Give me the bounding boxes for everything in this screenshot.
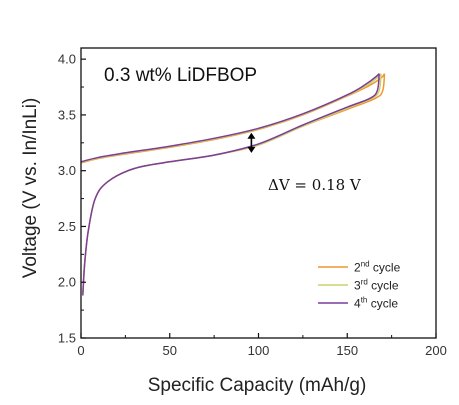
legend: 2nd cycle 3rd cycle 4th cycle xyxy=(318,260,401,311)
x-tick-label: 200 xyxy=(425,343,447,358)
plot-area xyxy=(80,73,386,296)
legend-entry-label: 2nd cycle xyxy=(354,260,401,275)
y-tick-label: 2.5 xyxy=(58,219,76,234)
delta-v-arrow-up xyxy=(247,132,256,139)
x-tick-label: 50 xyxy=(163,343,177,358)
x-axis-ticks: 0 50 100 150 200 xyxy=(77,333,447,358)
series-4-charge-curve xyxy=(80,73,380,163)
x-tick-label: 100 xyxy=(248,343,270,358)
legend-entry-label: 3rd cycle xyxy=(354,278,399,293)
y-tick-label: 2.0 xyxy=(58,275,76,290)
delta-v-annotation xyxy=(247,132,256,153)
y-axis-label: Voltage (V vs. In/InLi) xyxy=(20,98,41,279)
x-tick-label: 150 xyxy=(336,343,358,358)
series-2-charge-curve xyxy=(80,73,386,164)
series-3-charge-curve xyxy=(80,73,382,164)
chart-title: 0.3 wt% LiDFBOP xyxy=(104,65,257,86)
delta-v-arrow-down xyxy=(247,146,256,153)
legend-entry-label: 4th cycle xyxy=(354,296,398,311)
y-tick-label: 1.5 xyxy=(58,331,76,346)
delta-v-label: ΔV = 0.18 V xyxy=(268,176,362,194)
y-axis-ticks: 1.5 2.0 2.5 3.0 3.5 4.0 xyxy=(58,52,86,346)
x-tick-label: 0 xyxy=(77,343,84,358)
y-tick-label: 4.0 xyxy=(58,52,76,67)
x-axis-label: Specific Capacity (mAh/g) xyxy=(148,375,367,396)
y-tick-label: 3.0 xyxy=(58,163,76,178)
y-tick-label: 3.5 xyxy=(58,107,76,122)
series-4-discharge-curve xyxy=(82,73,380,296)
